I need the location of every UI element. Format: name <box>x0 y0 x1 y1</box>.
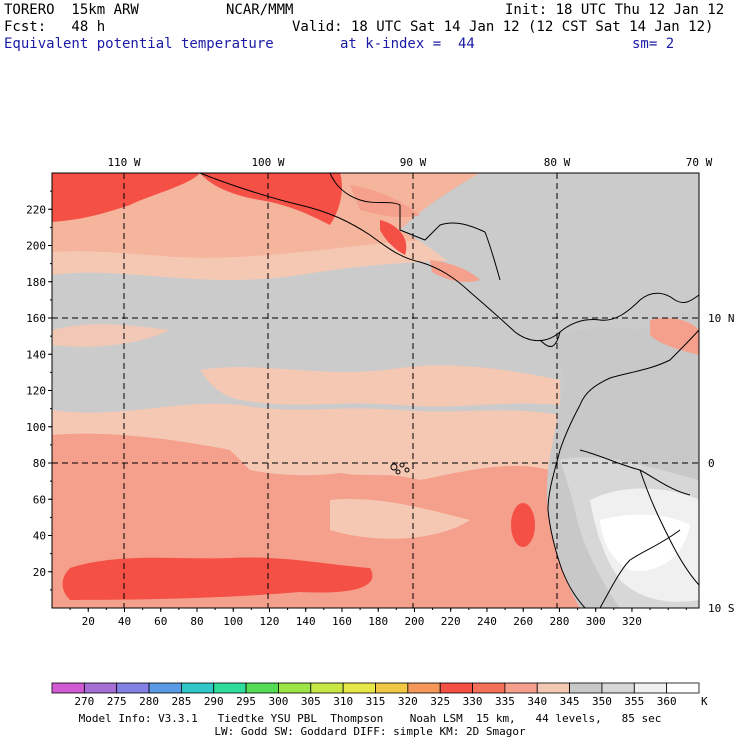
model-name: TORERO 15km ARW <box>4 2 139 18</box>
colorbar-label: 275 <box>107 695 127 708</box>
bottom-tick-label: 320 <box>622 615 642 628</box>
left-tick-label: 100 <box>26 421 46 434</box>
left-tick-label: 80 <box>33 457 46 470</box>
bottom-tick-label: 60 <box>154 615 167 628</box>
colorbar-label: 295 <box>236 695 256 708</box>
colorbar-label: 300 <box>269 695 289 708</box>
left-tick-label: 220 <box>26 203 46 216</box>
colorbar-swatch <box>342 682 376 694</box>
colorbar-swatch <box>278 682 312 694</box>
colorbar-label: 310 <box>333 695 353 708</box>
lat-label: 0 <box>708 457 715 470</box>
colorbar-label: 330 <box>463 695 483 708</box>
bottom-tick-label: 220 <box>441 615 461 628</box>
colorbar-swatch <box>310 682 344 694</box>
colorbar-label: 340 <box>527 695 547 708</box>
left-tick-label: 140 <box>26 348 46 361</box>
colorbar-label: 355 <box>624 695 644 708</box>
colorbar-label: 290 <box>204 695 224 708</box>
colorbar-unit: K <box>701 695 708 708</box>
model-info-line2: LW: Godd SW: Goddard DIFF: simple KM: 2D… <box>214 725 526 738</box>
coastlines <box>199 173 699 608</box>
lat-label: 10 S <box>708 602 735 615</box>
forecast-hour: Fcst: 48 h <box>4 19 106 35</box>
lon-label: 110 W <box>107 156 140 169</box>
bottom-tick-label: 140 <box>296 615 316 628</box>
smoothing-label: sm= 2 <box>632 36 675 52</box>
colorbar-swatch <box>633 682 668 694</box>
bottom-tick-label: 200 <box>405 615 425 628</box>
bottom-tick-label: 160 <box>332 615 352 628</box>
bottom-tick-label: 80 <box>190 615 203 628</box>
bottom-tick-label: 300 <box>586 615 606 628</box>
colorbar-swatch <box>375 682 409 694</box>
colorbar-swatch <box>601 682 635 694</box>
colorbar-swatch <box>116 682 150 694</box>
bottom-tick-label: 100 <box>223 615 243 628</box>
left-tick-label: 180 <box>26 276 46 289</box>
bottom-tick-label: 260 <box>513 615 533 628</box>
colorbar-label: 320 <box>398 695 418 708</box>
colorbar-label: 350 <box>592 695 612 708</box>
colorbar-label: 285 <box>171 695 191 708</box>
theta-e-field <box>52 173 699 608</box>
colorbar: 270 275 280 285 290 295 300 305 310 315 320 325 330 3… <box>51 682 700 708</box>
field-name: Equivalent potential temperature <box>4 36 274 52</box>
colorbar-label: 270 <box>74 695 94 708</box>
colorbar-swatch <box>148 682 182 694</box>
colorbar-swatch <box>245 682 279 694</box>
model-info-line1: Model Info: V3.3.1 Tiedtke YSU PBL Thomp… <box>78 712 662 725</box>
colorbar-swatch <box>83 682 118 694</box>
lon-label: 70 W <box>686 156 713 169</box>
level-label: at k-index = 44 <box>340 36 475 52</box>
bottom-tick-label: 280 <box>550 615 570 628</box>
axis-ticks: 220 200 180 160 140 120 100 80 60 40 20 20 40 60 80 100… <box>26 190 687 628</box>
colorbar-swatch <box>51 682 85 694</box>
lat-label: 10 N <box>708 312 735 325</box>
colorbar-swatch <box>407 682 441 694</box>
colorbar-swatch <box>569 682 603 694</box>
valid-time: Valid: 18 UTC Sat 14 Jan 12 (12 CST Sat … <box>292 19 714 35</box>
colorbar-label: 360 <box>657 695 677 708</box>
lon-label: 90 W <box>400 156 427 169</box>
colorbar-swatch <box>180 682 215 694</box>
colorbar-swatch <box>213 682 247 694</box>
colorbar-label: 315 <box>366 695 386 708</box>
bottom-tick-label: 120 <box>260 615 280 628</box>
left-tick-label: 60 <box>33 493 46 506</box>
colorbar-label: 305 <box>301 695 321 708</box>
left-tick-label: 120 <box>26 385 46 398</box>
colorbar-label: 335 <box>495 695 515 708</box>
left-tick-label: 40 <box>33 530 46 543</box>
left-tick-label: 160 <box>26 312 46 325</box>
latlon-grid <box>52 173 699 608</box>
bottom-tick-label: 240 <box>477 615 497 628</box>
colorbar-swatch <box>666 682 700 694</box>
colorbar-label: 345 <box>560 695 580 708</box>
lon-label: 100 W <box>251 156 284 169</box>
center-name: NCAR/MMM <box>226 2 294 18</box>
colorbar-swatch <box>439 682 473 694</box>
bottom-tick-label: 40 <box>118 615 131 628</box>
lon-label: 80 W <box>544 156 571 169</box>
left-tick-label: 200 <box>26 240 46 253</box>
colorbar-swatch <box>536 682 570 694</box>
init-time: Init: 18 UTC Thu 12 Jan 12 <box>505 2 725 18</box>
colorbar-swatch <box>472 682 506 694</box>
left-tick-label: 20 <box>33 566 46 579</box>
colorbar-label: 280 <box>139 695 159 708</box>
colorbar-label: 325 <box>430 695 450 708</box>
bottom-tick-label: 20 <box>82 615 95 628</box>
bottom-tick-label: 180 <box>368 615 388 628</box>
colorbar-swatch <box>504 682 538 694</box>
